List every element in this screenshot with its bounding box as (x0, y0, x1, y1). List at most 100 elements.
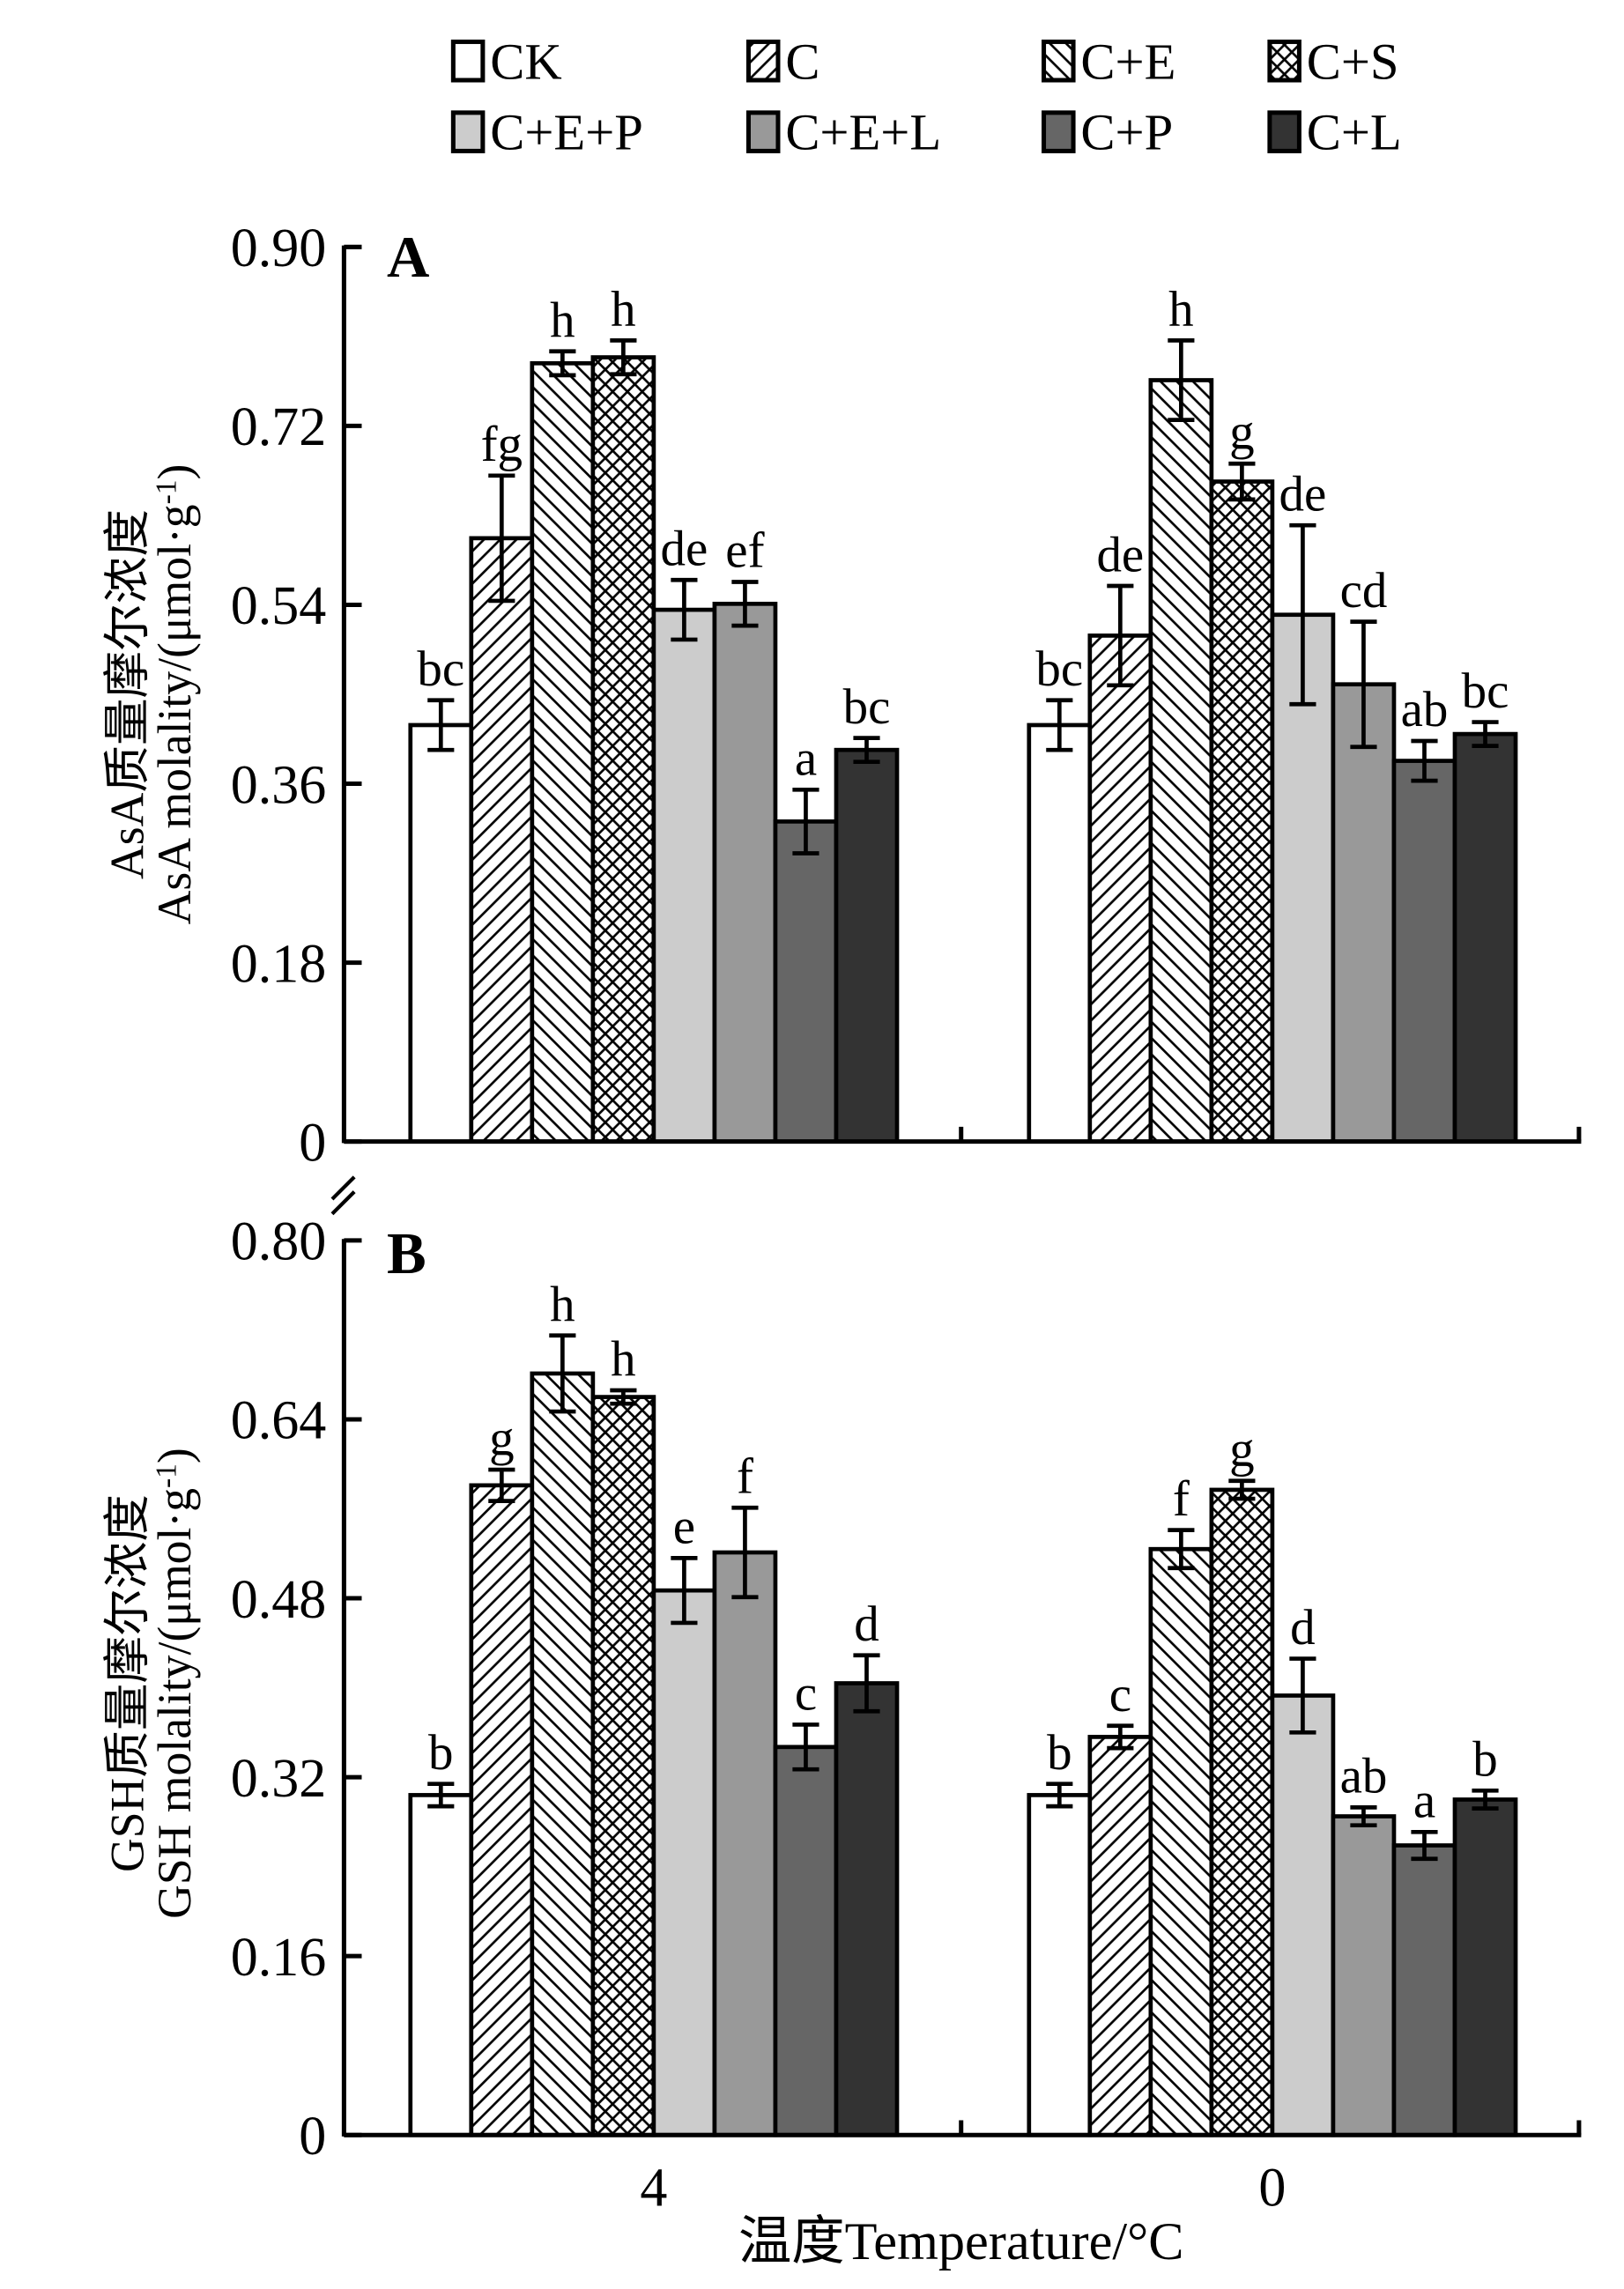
sig-letter-a-ck-4: bc (417, 641, 464, 697)
error-bar-a-c-p-0 (1411, 738, 1438, 783)
panel-a-y-axis-title: AsA质量摩尔浓度 AsA molality/(μmol·g-1) (101, 464, 202, 925)
bar-b-c-0 (1087, 1735, 1153, 2137)
panel-a: A AsA质量摩尔浓度 AsA molality/(μmol·g-1) bc bc… (101, 219, 1582, 1173)
legend-swatch (1267, 110, 1301, 153)
bar-b-c-e-4 (530, 1371, 596, 2137)
bar-a-ck-0 (1027, 722, 1093, 1144)
bar-b-c-e-l-4 (712, 1550, 778, 2137)
panel-b-y-title-en: GSH molality/(μmol·g-1) (148, 1448, 201, 1919)
error-bar-a-c-l-0 (1472, 720, 1499, 748)
error-bar-b-c-e-l-4 (731, 1505, 759, 1600)
x-tick-label-0: 0 (1258, 2159, 1286, 2219)
axis-break-icon (330, 1175, 356, 1216)
error-bar-b-c-e-l-0 (1350, 1805, 1377, 1828)
bar-b-c-p-0 (1391, 1843, 1457, 2137)
error-bar-a-c-e-l-0 (1350, 619, 1377, 750)
legend-label: C+P (1080, 104, 1173, 161)
bar-a-c-l-4 (834, 747, 900, 1144)
bar-a-c-p-4 (773, 819, 839, 1144)
legend-label: C+E+P (490, 104, 643, 161)
panel-b-y-tick-label: 0.64 (231, 1391, 326, 1451)
panel-a-y-title-en: AsA molality/(μmol·g-1) (148, 464, 201, 925)
sig-letter-a-c-e-0: h (1168, 282, 1193, 337)
bar-b-c-l-4 (834, 1681, 900, 2137)
error-bar-b-c-e-0 (1168, 1528, 1195, 1571)
bar-a-c-l-0 (1452, 731, 1518, 1144)
sig-letter-a-c-l-4: bc (843, 679, 891, 735)
bar-a-c-e-4 (530, 360, 596, 1144)
legend-swatch (745, 39, 781, 83)
panel-a-y-tick-label: 0.90 (231, 219, 326, 278)
error-bar-b-c-p-0 (1411, 1829, 1438, 1862)
sig-letter-a-c-e-p-0: de (1279, 466, 1327, 522)
sig-letter-a-c-l-0: bc (1462, 663, 1509, 719)
error-bar-a-c-e-l-4 (731, 580, 759, 628)
bar-a-ck-4 (408, 722, 474, 1144)
error-bar-a-c-e-0 (1168, 338, 1195, 422)
legend-item-c-l: C+L (1267, 104, 1402, 161)
sig-letter-b-c-l-4: d (854, 1596, 879, 1652)
legend-swatch (450, 39, 486, 83)
bar-b-c-e-0 (1148, 1546, 1214, 2137)
legend-label: C+E+L (785, 104, 941, 161)
error-bar-b-c-4 (488, 1467, 515, 1503)
legend-swatch (450, 110, 486, 153)
legend: CK C C+E C+S C+E+P C+E+L C+P C+L (450, 33, 1402, 161)
bar-a-c-0 (1087, 633, 1153, 1144)
error-bar-a-c-e-p-0 (1289, 522, 1316, 707)
error-bar-a-c-4 (488, 473, 515, 604)
panel-a-y-tick-label: 0.72 (231, 397, 326, 457)
panel-b: B GSH质量摩尔浓度 GSH molality/(μmol·g-1) 温度Te… (101, 1212, 1582, 2271)
bar-a-c-e-0 (1148, 378, 1214, 1144)
legend-item-c: C (745, 33, 819, 90)
error-bar-b-ck-0 (1046, 1782, 1073, 1809)
x-tick-label-4: 4 (640, 2159, 667, 2219)
error-bar-b-c-l-4 (853, 1653, 880, 1714)
sig-letter-b-c-l-0: b (1472, 1732, 1497, 1788)
sig-letter-a-c-4: fg (481, 417, 523, 472)
error-bar-b-c-e-p-4 (671, 1555, 698, 1626)
bar-a-c-s-0 (1209, 479, 1275, 1144)
error-bar-b-c-0 (1107, 1723, 1134, 1751)
error-bar-b-c-s-0 (1228, 1478, 1256, 1501)
sig-letter-b-ck-0: b (1047, 1725, 1072, 1781)
x-axis-title: 温度Temperature/°C (738, 2212, 1183, 2271)
panel-b-y-title-cn: GSH质量摩尔浓度 (101, 1494, 154, 1872)
legend-item-c-e: C+E (1042, 33, 1175, 90)
panel-a-letter: A (387, 225, 429, 290)
legend-label: CK (490, 33, 561, 90)
error-bar-b-ck-4 (427, 1782, 455, 1809)
panel-b-y-tick-label: 0 (299, 2107, 326, 2167)
bar-b-c-e-p-4 (651, 1588, 717, 2137)
error-bar-a-c-e-p-4 (671, 577, 698, 642)
bar-b-c-p-4 (773, 1745, 839, 2137)
bar-a-c-e-p-4 (651, 607, 717, 1144)
sig-letter-b-c-4: g (489, 1411, 514, 1466)
sig-letter-b-c-s-4: h (611, 1331, 635, 1387)
legend-label: C+L (1307, 104, 1402, 161)
bar-b-ck-4 (408, 1793, 474, 2137)
error-bar-b-c-e-4 (549, 1333, 576, 1414)
error-bar-b-c-p-4 (792, 1722, 819, 1772)
bar-b-c-e-p-0 (1270, 1693, 1336, 2137)
panel-b-y-tick-label: 0.16 (231, 1928, 326, 1988)
error-bar-a-c-e-4 (549, 349, 576, 378)
bar-b-ck-0 (1027, 1793, 1093, 2137)
sig-letter-a-c-e-l-4: ef (725, 523, 764, 579)
legend-label: C+E (1080, 33, 1175, 90)
bar-a-c-e-l-0 (1331, 682, 1397, 1144)
sig-letter-a-c-s-0: g (1229, 405, 1254, 461)
legend-item-c-e-l: C+E+L (745, 104, 941, 161)
sig-letter-a-c-e-p-4: de (661, 521, 708, 576)
sig-letter-b-c-p-4: c (795, 1666, 817, 1722)
legend-item-c-e-p: C+E+P (450, 104, 643, 161)
legend-swatch (1042, 110, 1076, 153)
sig-letter-b-c-s-0: g (1229, 1422, 1254, 1478)
error-bar-b-c-e-p-0 (1289, 1656, 1316, 1735)
sig-letter-a-c-0: de (1096, 527, 1144, 582)
panel-a-y-tick-label: 0 (299, 1113, 326, 1173)
sig-letter-b-c-e-p-4: e (673, 1500, 695, 1555)
sig-letter-b-c-e-l-4: f (737, 1448, 753, 1504)
sig-letter-b-ck-4: b (428, 1725, 453, 1781)
